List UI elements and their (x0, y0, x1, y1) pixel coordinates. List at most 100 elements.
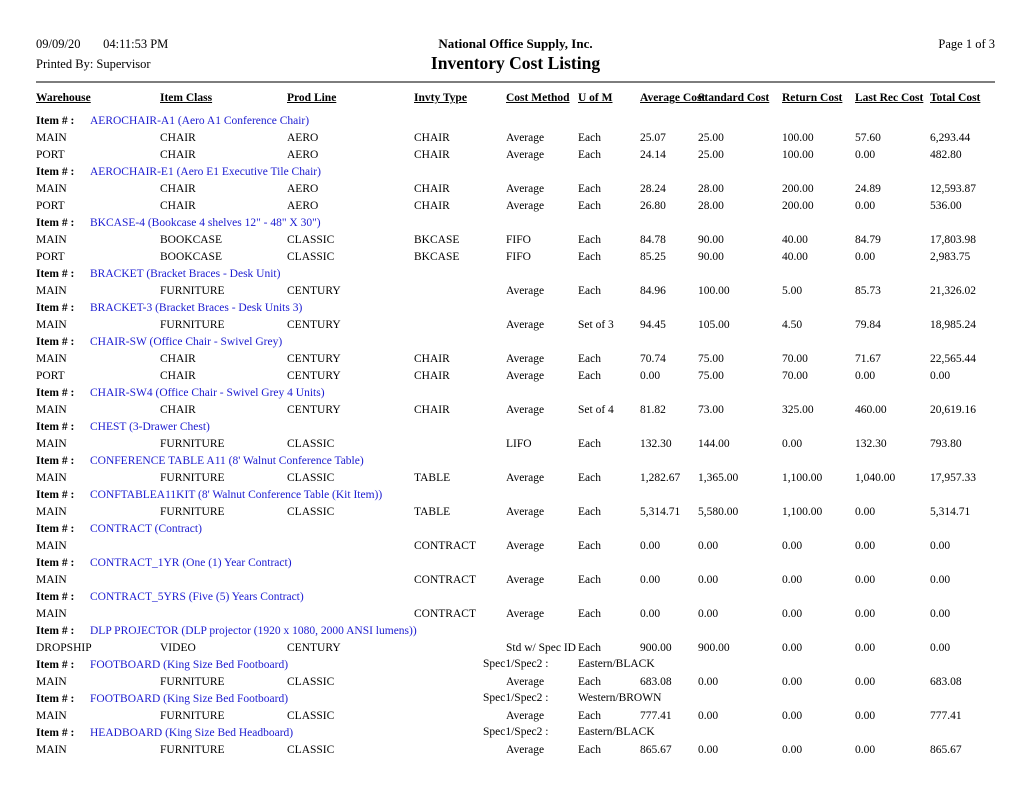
cell-prod-line: CENTURY (287, 369, 341, 382)
cell-return-cost: 100.00 (782, 131, 814, 144)
cell-item-class: CHAIR (160, 148, 196, 161)
spec-value: Eastern/BLACK (578, 726, 655, 738)
cell-uom: Each (578, 607, 601, 620)
cell-total-cost: 17,957.33 (930, 471, 976, 484)
column-header-average-cost: Average Cost (640, 92, 706, 104)
cell-prod-line: CLASSIC (287, 675, 335, 688)
cell-cost-method: Average (506, 352, 545, 365)
cell-prod-line: AERO (287, 199, 319, 212)
cell-prod-line: CLASSIC (287, 250, 335, 263)
cell-item-class: CHAIR (160, 403, 196, 416)
header-divider (36, 81, 995, 83)
cell-invty-type (414, 316, 506, 333)
cell-invty-type: TABLE (414, 505, 451, 518)
item-link[interactable]: BKCASE-4 (Bookcase 4 shelves 12" - 48" X… (90, 216, 321, 229)
warehouse-row: MAIN CONTRACT Average Each 0.00 0.00 0.00 0.00 0… (36, 571, 995, 588)
cell-return-cost: 0.00 (782, 743, 803, 756)
column-header-last-rec-cost: Last Rec Cost (855, 92, 924, 104)
item-link[interactable]: CONTRACT_1YR (One (1) Year Contract) (90, 556, 292, 569)
item-link[interactable]: CONFERENCE TABLE A11 (8' Walnut Conferen… (90, 454, 364, 467)
cell-average-cost: 683.08 (640, 675, 672, 688)
cell-average-cost: 1,282.67 (640, 471, 681, 484)
item-link[interactable]: CONFTABLEA11KIT (8' Walnut Conference Ta… (90, 488, 383, 501)
cell-return-cost: 0.00 (782, 709, 803, 722)
cell-last-rec-cost: 0.00 (855, 369, 876, 382)
cell-uom: Each (578, 284, 601, 297)
cell-uom: Each (578, 182, 601, 195)
cell-standard-cost: 25.00 (698, 131, 724, 144)
cell-uom: Each (578, 743, 601, 756)
cell-total-cost: 0.00 (930, 539, 951, 552)
item-cell: Item # : BKCASE-4 (Bookcase 4 shelves 12"… (36, 214, 995, 231)
cell-prod-line: CENTURY (287, 403, 341, 416)
item-number-label: Item # : (36, 216, 75, 229)
cell-warehouse: MAIN (36, 318, 67, 331)
item-link[interactable]: CHEST (3-Drawer Chest) (90, 420, 210, 433)
item-link[interactable]: BRACKET-3 (Bracket Braces - Desk Units 3… (90, 301, 303, 314)
cell-cost-method: Average (506, 148, 545, 161)
cell-uom: Each (578, 233, 601, 246)
cell-prod-line: CLASSIC (287, 505, 335, 518)
cell-return-cost: 200.00 (782, 199, 814, 212)
cell-last-rec-cost: 0.00 (855, 709, 876, 722)
warehouse-row: MAIN CONTRACT Average Each 0.00 0.00 0.00 0.00 0… (36, 537, 995, 554)
cell-uom: Each (578, 573, 601, 586)
cell-invty-type (414, 282, 506, 299)
item-row: Item # : BRACKET (Bracket Braces - Desk U… (36, 265, 995, 282)
item-link[interactable]: CONTRACT (Contract) (90, 522, 202, 535)
cell-item-class: BOOKCASE (160, 250, 222, 263)
item-number-label: Item # : (36, 267, 75, 280)
cell-prod-line: AERO (287, 182, 319, 195)
cell-return-cost: 4.50 (782, 318, 803, 331)
warehouse-row: MAIN FURNITURE CLASSIC TABLE Average Each 5,31… (36, 503, 995, 520)
cell-return-cost: 0.00 (782, 437, 803, 450)
item-link[interactable]: CONTRACT_5YRS (Five (5) Years Contract) (90, 590, 304, 603)
cell-last-rec-cost: 79.84 (855, 318, 881, 331)
cell-standard-cost: 0.00 (698, 743, 719, 756)
cell-total-cost: 536.00 (930, 199, 962, 212)
cell-total-cost: 2,983.75 (930, 250, 971, 263)
item-cell: Item # : AEROCHAIR-A1 (Aero A1 Conference… (36, 112, 995, 129)
item-cell: Item # : CHEST (3-Drawer Chest) (36, 418, 995, 435)
item-row: Item # : CHEST (3-Drawer Chest) (36, 418, 995, 435)
cell-return-cost: 70.00 (782, 369, 808, 382)
cell-invty-type: TABLE (414, 471, 451, 484)
cell-invty-type: CHAIR (414, 369, 450, 382)
cell-warehouse: MAIN (36, 471, 67, 484)
item-row: Item # : FOOTBOARD (King Size Bed Footboa… (36, 690, 995, 707)
cell-standard-cost: 0.00 (698, 573, 719, 586)
cell-uom: Each (578, 641, 601, 654)
cell-last-rec-cost: 1,040.00 (855, 471, 896, 484)
item-link[interactable]: FOOTBOARD (King Size Bed Footboard) (90, 658, 289, 671)
item-row: Item # : FOOTBOARD (King Size Bed Footboa… (36, 656, 995, 673)
item-link[interactable]: AEROCHAIR-E1 (Aero E1 Executive Tile Cha… (90, 165, 321, 178)
item-link[interactable]: CHAIR-SW4 (Office Chair - Swivel Grey 4 … (90, 386, 325, 399)
item-link[interactable]: FOOTBOARD (King Size Bed Footboard) (90, 692, 289, 705)
item-link[interactable]: BRACKET (Bracket Braces - Desk Unit) (90, 267, 281, 280)
page-indicator: Page 1 of 3 (938, 37, 995, 51)
item-link[interactable]: DLP PROJECTOR (DLP projector (1920 x 108… (90, 624, 417, 637)
cell-warehouse: MAIN (36, 284, 67, 297)
cell-uom: Set of 4 (578, 403, 614, 416)
cell-standard-cost: 28.00 (698, 182, 724, 195)
item-number-label: Item # : (36, 165, 75, 178)
cell-average-cost: 900.00 (640, 641, 672, 654)
cell-warehouse: MAIN (36, 233, 67, 246)
cell-invty-type: CHAIR (414, 199, 450, 212)
item-number-label: Item # : (36, 114, 75, 127)
report-time: 04:11:53 PM (103, 37, 169, 51)
cell-cost-method: Average (506, 709, 545, 722)
item-link[interactable]: HEADBOARD (King Size Bed Headboard) (90, 726, 294, 739)
cell-warehouse: PORT (36, 250, 65, 263)
report-title: Inventory Cost Listing (430, 53, 601, 73)
cell-standard-cost: 0.00 (698, 539, 719, 552)
item-link[interactable]: CHAIR-SW (Office Chair - Swivel Grey) (90, 335, 283, 348)
table-body: Item # : AEROCHAIR-A1 (Aero A1 Conference… (36, 112, 995, 758)
spec-label: Spec1/Spec2 : (483, 658, 549, 670)
cell-average-cost: 70.74 (640, 352, 666, 365)
warehouse-row: MAIN FURNITURE CLASSIC Average Each 683.08 0.0… (36, 673, 995, 690)
item-link[interactable]: AEROCHAIR-A1 (Aero A1 Conference Chair) (90, 114, 310, 127)
cell-return-cost: 40.00 (782, 233, 808, 246)
cell-return-cost: 0.00 (782, 641, 803, 654)
